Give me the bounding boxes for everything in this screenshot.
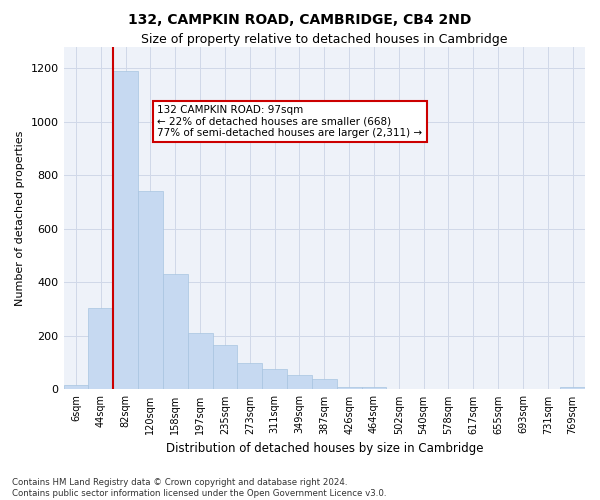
- Bar: [362, 388, 386, 390]
- Title: Size of property relative to detached houses in Cambridge: Size of property relative to detached ho…: [141, 32, 508, 46]
- Text: 132 CAMPKIN ROAD: 97sqm
← 22% of detached houses are smaller (668)
77% of semi-d: 132 CAMPKIN ROAD: 97sqm ← 22% of detache…: [157, 105, 422, 138]
- Bar: [88, 308, 113, 390]
- Bar: [560, 388, 585, 390]
- Bar: [212, 345, 238, 390]
- Text: Contains HM Land Registry data © Crown copyright and database right 2024.
Contai: Contains HM Land Registry data © Crown c…: [12, 478, 386, 498]
- Bar: [262, 370, 287, 390]
- Y-axis label: Number of detached properties: Number of detached properties: [15, 130, 25, 306]
- Bar: [138, 192, 163, 390]
- Bar: [64, 386, 88, 390]
- Text: 132, CAMPKIN ROAD, CAMBRIDGE, CB4 2ND: 132, CAMPKIN ROAD, CAMBRIDGE, CB4 2ND: [128, 12, 472, 26]
- Bar: [238, 362, 262, 390]
- Bar: [287, 374, 312, 390]
- Bar: [188, 333, 212, 390]
- Bar: [337, 388, 362, 390]
- Bar: [163, 274, 188, 390]
- X-axis label: Distribution of detached houses by size in Cambridge: Distribution of detached houses by size …: [166, 442, 483, 455]
- Bar: [312, 378, 337, 390]
- Bar: [113, 71, 138, 390]
